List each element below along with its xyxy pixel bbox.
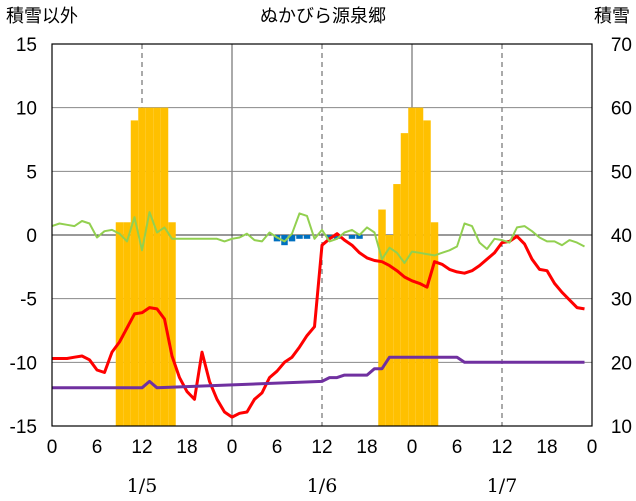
y-right-tick-label: 20 bbox=[611, 353, 632, 374]
line-series bbox=[51, 211, 585, 419]
snow-depth-bar bbox=[123, 222, 131, 426]
precipitation-bar bbox=[356, 235, 363, 239]
x-tick-label: 0 bbox=[587, 437, 598, 458]
plot-frame bbox=[51, 43, 593, 427]
x-tick-label: 12 bbox=[491, 437, 512, 458]
snow-depth-bar bbox=[408, 107, 416, 427]
y-right-tick-label: 40 bbox=[611, 226, 632, 247]
x-tick-label: 0 bbox=[227, 437, 238, 458]
snow-depth-bar bbox=[153, 107, 161, 427]
left-axis-label: 積雪以外 bbox=[6, 6, 78, 27]
y-left-tick-label: -5 bbox=[20, 290, 37, 311]
date-label: 1/6 bbox=[307, 475, 338, 497]
snow-depth-bar bbox=[385, 235, 394, 426]
y-left-tick-label: -10 bbox=[10, 353, 37, 374]
y-left-tick-label: -15 bbox=[10, 417, 37, 438]
precipitation-bar bbox=[348, 235, 356, 239]
precipitation-bar bbox=[288, 235, 296, 242]
precipitation-bar bbox=[303, 235, 311, 239]
date-label: 1/7 bbox=[487, 475, 518, 497]
snow-depth-bars bbox=[115, 107, 439, 427]
chart-title: ぬかびら源泉郷 bbox=[260, 6, 386, 27]
snow-depth-bar bbox=[130, 120, 139, 427]
purple-series-line bbox=[52, 355, 585, 390]
snow-depth-bar bbox=[400, 133, 409, 426]
snow-depth-bar bbox=[393, 184, 401, 426]
date-label: 1/5 bbox=[127, 475, 158, 497]
x-tick-label: 18 bbox=[176, 437, 197, 458]
y-left-tick-label: 10 bbox=[16, 99, 37, 120]
snow-depth-bar bbox=[423, 120, 431, 427]
precipitation-bar bbox=[333, 235, 341, 239]
y-left-tick-label: 0 bbox=[26, 226, 37, 247]
wind-line bbox=[51, 211, 585, 264]
snow-depth-bar bbox=[168, 222, 176, 426]
x-tick-label: 18 bbox=[536, 437, 557, 458]
y-right-tick-label: 70 bbox=[611, 35, 632, 56]
temperature-line bbox=[52, 232, 585, 419]
snow-depth-bar bbox=[115, 222, 124, 426]
y-right-tick-label: 50 bbox=[611, 162, 632, 183]
snow-depth-bar bbox=[138, 107, 146, 427]
x-tick-label: 6 bbox=[452, 437, 463, 458]
x-tick-label: 6 bbox=[272, 437, 283, 458]
precipitation-bar bbox=[296, 235, 303, 239]
snow-depth-bar bbox=[160, 107, 169, 427]
right-axis-label: 積雪 bbox=[594, 6, 630, 27]
x-tick-label: 6 bbox=[92, 437, 103, 458]
x-tick-label: 0 bbox=[47, 437, 58, 458]
y-left-tick-label: 5 bbox=[26, 162, 37, 183]
x-tick-label: 12 bbox=[311, 437, 332, 458]
x-tick-label: 18 bbox=[356, 437, 377, 458]
y-right-tick-label: 10 bbox=[611, 417, 632, 438]
y-right-tick-label: 60 bbox=[611, 99, 632, 120]
precipitation-bar bbox=[326, 235, 333, 239]
x-tick-label: 12 bbox=[131, 437, 152, 458]
snow-depth-bar bbox=[145, 107, 154, 427]
snow-depth-bar bbox=[430, 222, 439, 426]
snow-depth-bar bbox=[378, 209, 386, 426]
x-tick-label: 0 bbox=[407, 437, 418, 458]
y-right-tick-label: 30 bbox=[611, 290, 632, 311]
y-left-tick-label: 15 bbox=[16, 35, 37, 56]
snow-depth-bar bbox=[415, 107, 424, 427]
